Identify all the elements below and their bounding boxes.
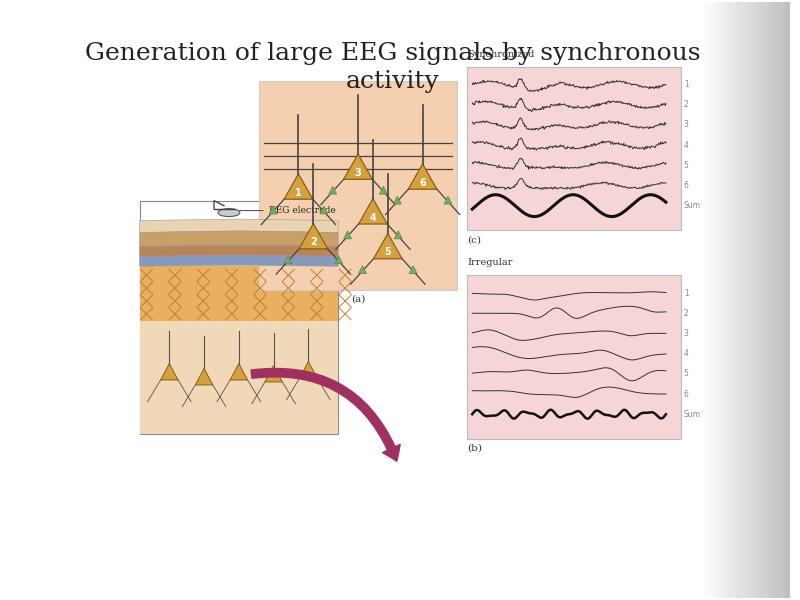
Polygon shape (409, 266, 417, 274)
Bar (766, 2, 770, 598)
Ellipse shape (218, 209, 240, 217)
Bar (787, 2, 790, 598)
Text: 6: 6 (419, 178, 426, 188)
Bar (725, 2, 727, 598)
Text: 3: 3 (354, 168, 362, 178)
Polygon shape (358, 266, 366, 274)
FancyBboxPatch shape (467, 67, 681, 230)
Polygon shape (374, 233, 402, 259)
Bar (748, 2, 751, 598)
Polygon shape (394, 231, 402, 239)
Polygon shape (195, 368, 213, 385)
Text: EEG electrode: EEG electrode (240, 206, 335, 215)
Bar (778, 2, 781, 598)
Text: Irregular: Irregular (467, 258, 513, 267)
Polygon shape (300, 362, 317, 378)
Polygon shape (269, 206, 277, 214)
Bar (713, 2, 715, 598)
Text: 5: 5 (684, 161, 689, 170)
Text: 3: 3 (684, 329, 689, 338)
Polygon shape (230, 364, 247, 380)
Text: 2: 2 (310, 238, 317, 247)
Text: Generation of large EEG signals by synchronous
activity: Generation of large EEG signals by synch… (85, 42, 701, 93)
Text: 4: 4 (684, 349, 689, 358)
Text: (a): (a) (351, 295, 366, 304)
Bar (775, 2, 778, 598)
Bar (784, 2, 787, 598)
Polygon shape (344, 154, 372, 179)
Text: 2: 2 (684, 309, 689, 318)
Text: Sum: Sum (684, 410, 701, 419)
Polygon shape (320, 206, 328, 214)
Bar (139, 321, 338, 434)
Polygon shape (344, 231, 351, 239)
Polygon shape (139, 245, 338, 256)
Bar (734, 2, 737, 598)
Polygon shape (284, 174, 313, 199)
Text: 3: 3 (684, 121, 689, 130)
Bar (715, 2, 718, 598)
Polygon shape (284, 256, 292, 263)
FancyArrowPatch shape (251, 368, 400, 461)
Text: 1: 1 (295, 188, 302, 198)
Polygon shape (299, 224, 328, 249)
Text: 4: 4 (684, 140, 689, 149)
Text: 5: 5 (684, 370, 689, 379)
Text: 6: 6 (684, 389, 689, 398)
FancyBboxPatch shape (258, 82, 458, 290)
Text: Sum: Sum (684, 201, 701, 210)
Bar (758, 2, 760, 598)
Bar (722, 2, 725, 598)
Polygon shape (334, 256, 342, 263)
Polygon shape (379, 186, 387, 194)
Bar (730, 2, 734, 598)
Polygon shape (444, 196, 452, 204)
Bar (754, 2, 758, 598)
Bar (139, 321, 338, 420)
Bar (706, 2, 710, 598)
Bar (781, 2, 784, 598)
Polygon shape (139, 255, 338, 266)
Bar (737, 2, 739, 598)
Text: Synchronized: Synchronized (467, 50, 534, 59)
Text: 6: 6 (684, 181, 689, 190)
Bar (760, 2, 763, 598)
Bar (704, 2, 706, 598)
Bar (772, 2, 775, 598)
Text: 1: 1 (684, 80, 689, 89)
Bar (727, 2, 730, 598)
Bar (763, 2, 766, 598)
Polygon shape (329, 186, 337, 194)
Bar (701, 2, 704, 598)
Bar (139, 266, 338, 321)
Bar (742, 2, 746, 598)
Text: 2: 2 (684, 100, 689, 109)
FancyBboxPatch shape (139, 200, 338, 434)
Bar (710, 2, 713, 598)
Bar (746, 2, 748, 598)
Bar (770, 2, 772, 598)
Polygon shape (161, 364, 178, 380)
Polygon shape (394, 196, 402, 204)
Polygon shape (358, 199, 387, 224)
Polygon shape (265, 365, 282, 382)
Bar (739, 2, 742, 598)
Bar (751, 2, 754, 598)
Bar (718, 2, 722, 598)
Polygon shape (408, 164, 437, 189)
Text: 1: 1 (684, 289, 689, 298)
Polygon shape (139, 231, 338, 247)
Text: (b): (b) (467, 444, 482, 453)
Text: (c): (c) (467, 235, 482, 244)
FancyBboxPatch shape (467, 275, 681, 439)
Polygon shape (139, 219, 338, 232)
Bar (139, 266, 338, 321)
Text: 4: 4 (370, 212, 376, 223)
Text: 5: 5 (385, 247, 391, 257)
